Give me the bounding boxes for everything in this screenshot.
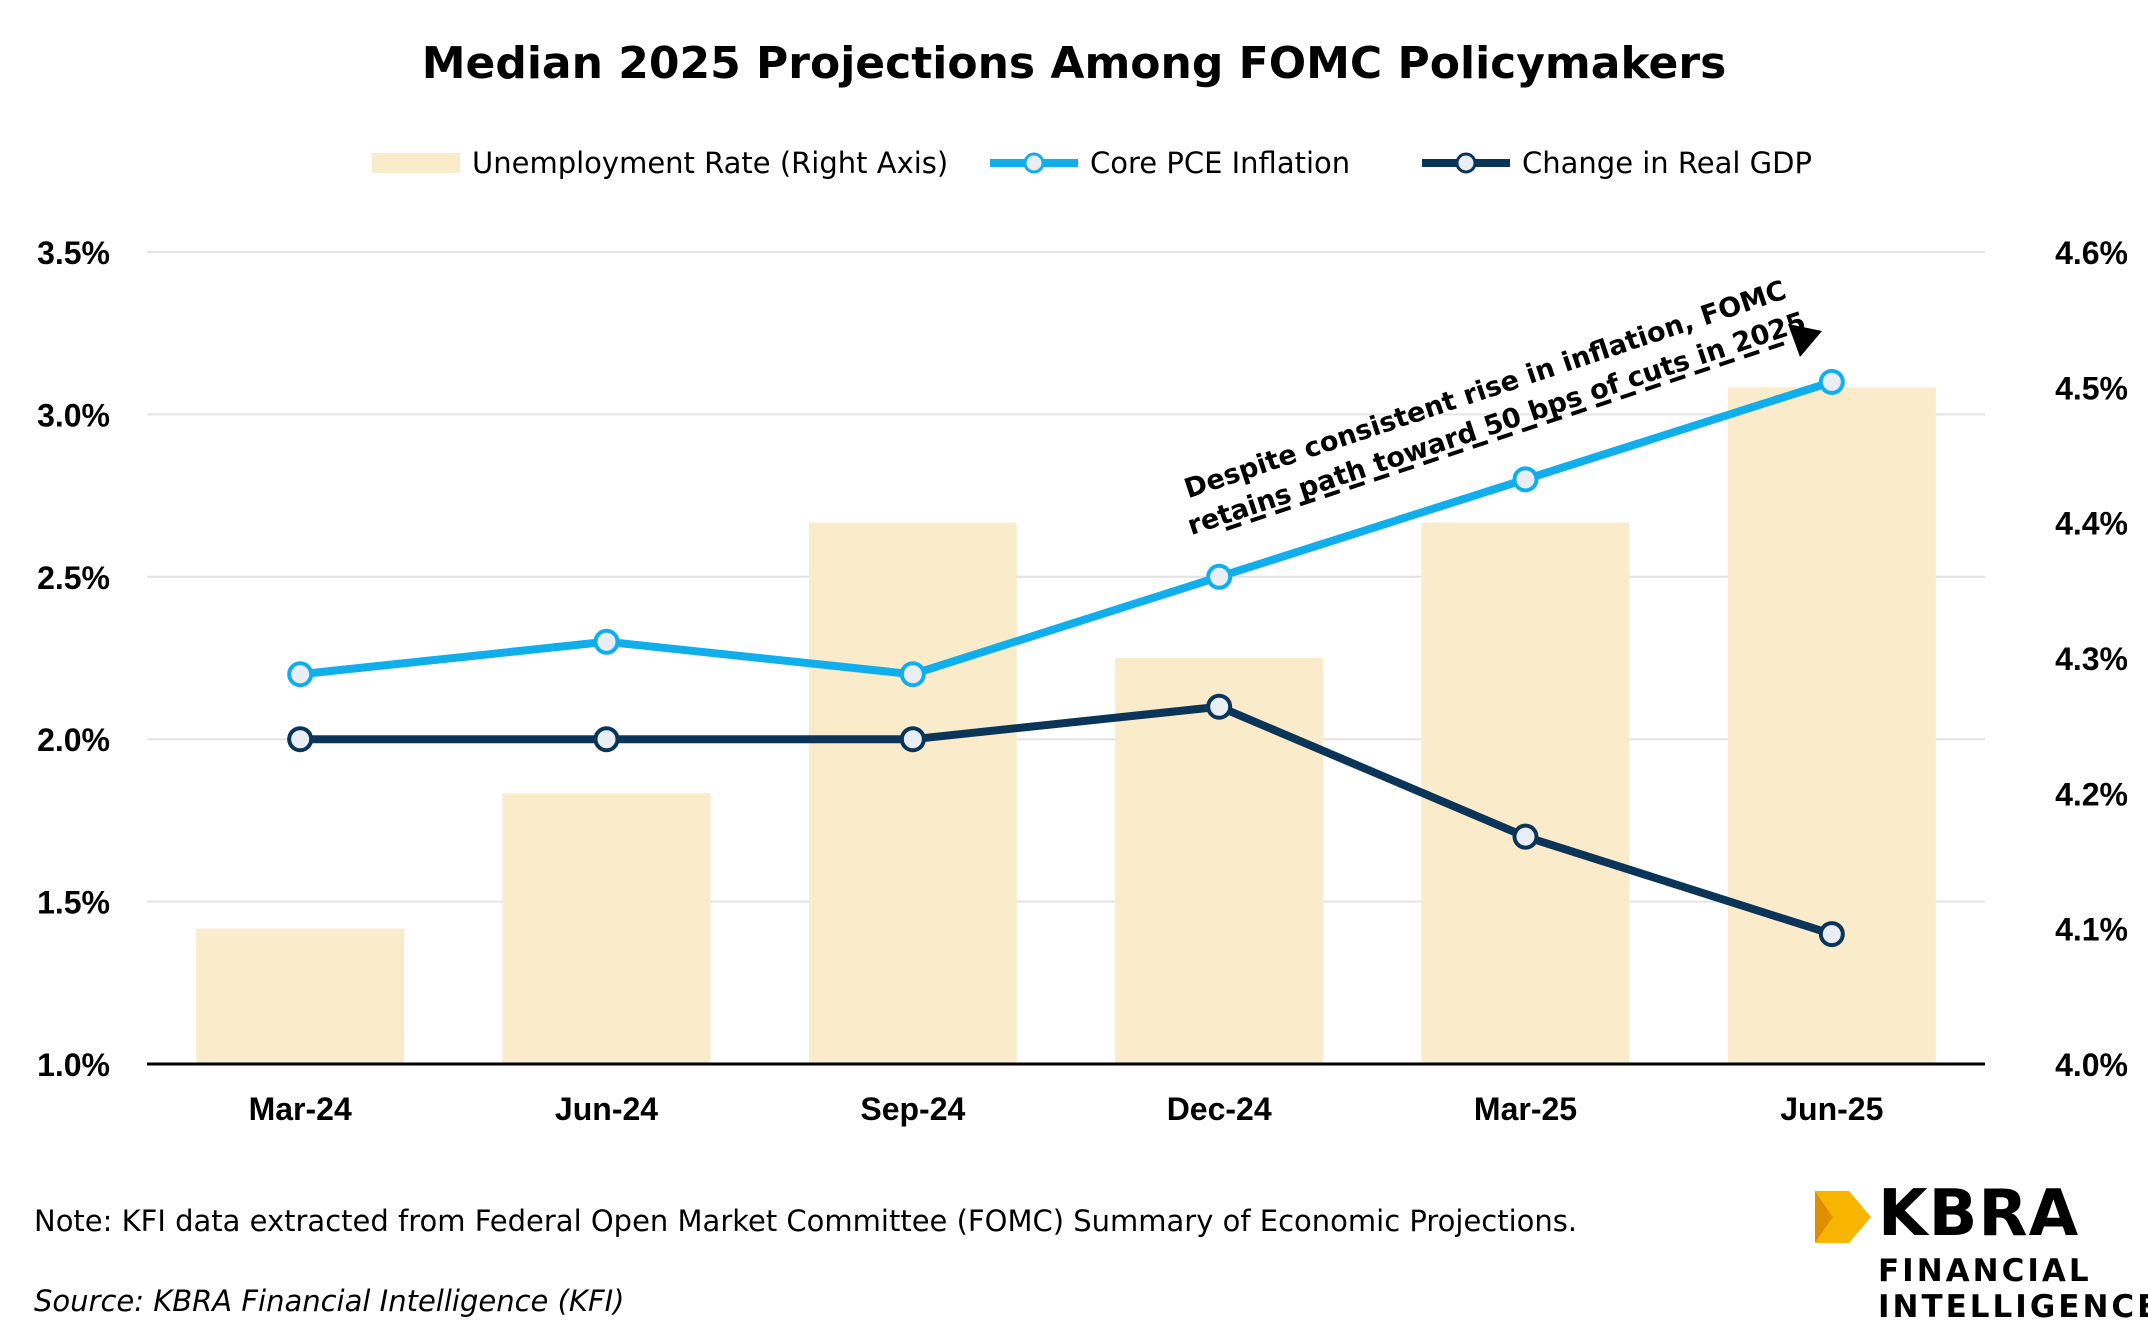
series-point [1818, 368, 1845, 395]
x-tick-label: Dec-24 [1167, 1091, 1272, 1127]
legend-label: Change in Real GDP [1522, 146, 1812, 180]
series-point [1206, 563, 1233, 590]
legend-swatch-marker [1023, 152, 1045, 174]
left-tick-label: 1.0% [37, 1047, 110, 1083]
right-tick-label: 4.1% [2055, 912, 2128, 948]
left-tick-label: 3.5% [37, 235, 110, 271]
annotation-line: Despite consistent rise in inflation, FO… [1180, 275, 1790, 505]
left-tick-label: 1.5% [37, 885, 110, 921]
annotation-arrow-line [1225, 340, 1789, 531]
series-point [899, 726, 926, 753]
right-tick-label: 4.4% [2055, 506, 2128, 542]
bar-Dec-24 [1115, 658, 1324, 1064]
annotation-arrowhead [1788, 324, 1822, 357]
x-tick-label: Jun-25 [1780, 1091, 1883, 1127]
x-tick-label: Sep-24 [860, 1091, 965, 1127]
series-point [1206, 693, 1233, 720]
kbra-mark-icon [1815, 1191, 1871, 1243]
x-tick-label: Jun-24 [555, 1091, 658, 1127]
annotation-text: Despite consistent rise in inflation, FO… [1172, 272, 1810, 542]
series-point [1512, 466, 1539, 493]
series-point [899, 661, 926, 688]
series-point [593, 628, 620, 655]
legend-label: Unemployment Rate (Right Axis) [472, 146, 948, 180]
bar-Mar-24 [196, 928, 405, 1064]
logo-line2: INTELLIGENCE [1878, 1289, 2148, 1325]
right-tick-label: 4.3% [2055, 641, 2128, 677]
right-tick-label: 4.5% [2055, 370, 2128, 406]
series-point [1818, 921, 1845, 948]
series-lines [287, 368, 1845, 948]
left-axis-ticks: 1.0% 1.5% 2.0% 2.5% 3.0% 3.5% [37, 235, 110, 1083]
series-point [1512, 823, 1539, 850]
series-point [287, 661, 314, 688]
right-tick-label: 4.6% [2055, 235, 2128, 271]
footnote: Note: KFI data extracted from Federal Op… [34, 1204, 1578, 1238]
bar-Mar-25 [1421, 522, 1630, 1064]
series-line-1 [300, 702, 1834, 938]
x-tick-label: Mar-25 [1474, 1091, 1577, 1127]
logo-line1: FINANCIAL [1878, 1253, 2092, 1289]
legend-label: Core PCE Inflation [1090, 146, 1350, 180]
right-tick-label: 4.2% [2055, 776, 2128, 812]
kbra-logo: KBRA FINANCIAL INTELLIGENCE [1815, 1177, 2148, 1333]
left-tick-label: 2.5% [37, 560, 110, 596]
annotation-line: retains path toward 50 bps of cuts in 20… [1184, 306, 1810, 542]
source-note: Source: KBRA Financial Intelligence (KFI… [34, 1284, 625, 1318]
legend-swatch-marker [1455, 152, 1477, 174]
annotation: Despite consistent rise in inflation, FO… [1172, 272, 1822, 542]
left-tick-label: 2.0% [37, 722, 110, 758]
legend-swatch-bars [372, 153, 460, 173]
left-tick-label: 3.0% [37, 397, 110, 433]
series-point [593, 726, 620, 753]
right-tick-label: 4.0% [2055, 1047, 2128, 1083]
bar-Jun-25 [1727, 387, 1936, 1064]
bar-Jun-24 [502, 793, 711, 1064]
unemployment-bars [196, 387, 1936, 1064]
series-point [287, 726, 314, 753]
series-line-0 [299, 378, 1834, 679]
right-axis-ticks: 4.0% 4.1% 4.2% 4.3% 4.4% 4.5% 4.6% [2055, 235, 2128, 1083]
chart-title: Median 2025 Projections Among FOMC Polic… [421, 38, 1727, 89]
logo-name: KBRA [1878, 1177, 2080, 1251]
bar-Sep-24 [808, 522, 1017, 1064]
x-axis: Mar-24 Jun-24 Sep-24 Dec-24 Mar-25 Jun-25 [147, 1062, 1985, 1127]
x-tick-label: Mar-24 [249, 1091, 352, 1127]
legend: Unemployment Rate (Right Axis) Core PCE I… [372, 146, 1812, 180]
